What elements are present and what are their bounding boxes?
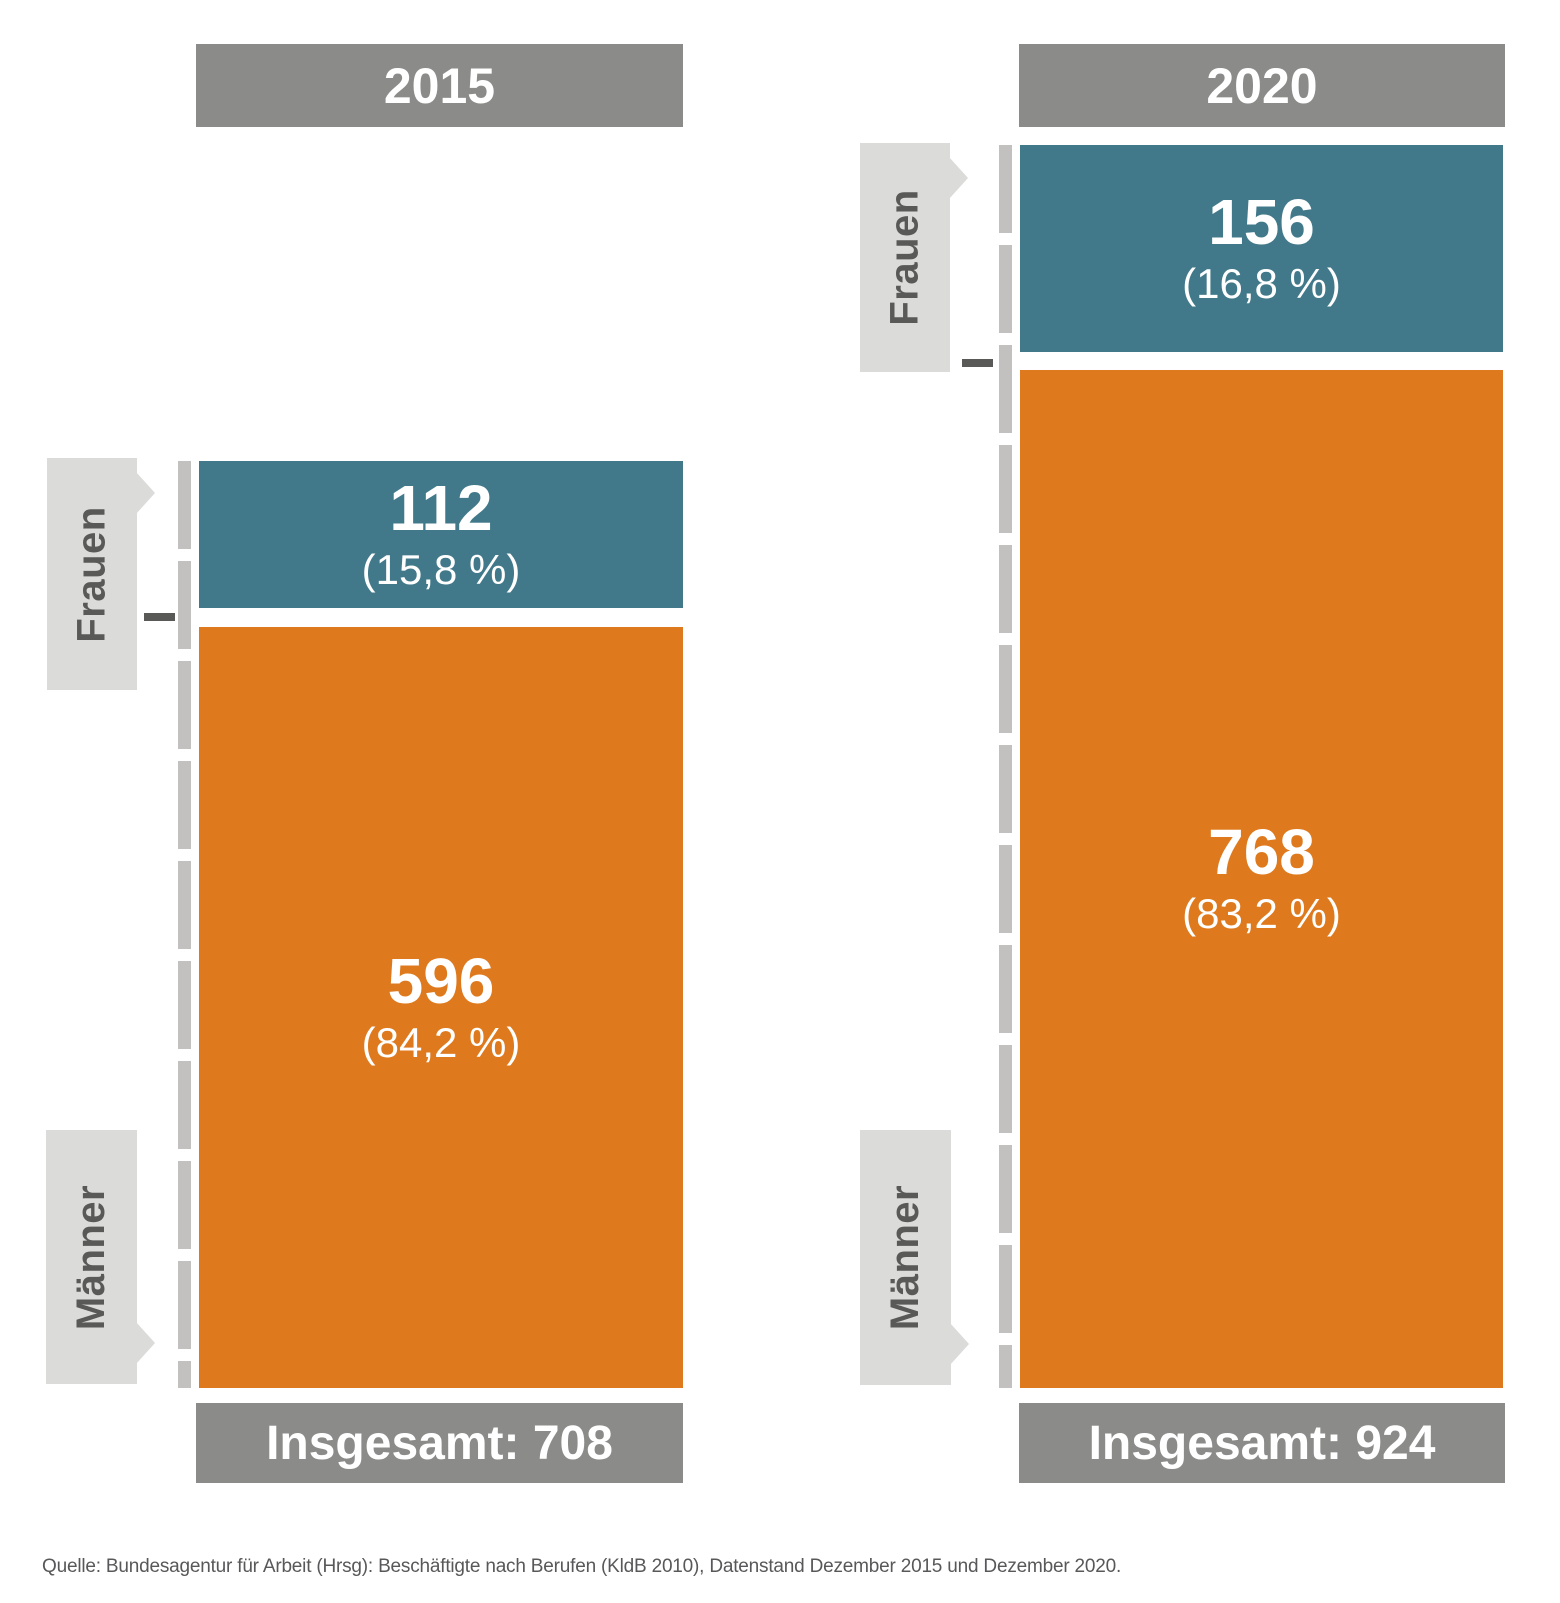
chart-2020-bar-segment-frauen: 156 (16,8 %) [1020, 145, 1503, 352]
chart-2015-maenner-percent: (84,2 %) [361, 1018, 521, 1066]
chart-2020-frauen-callout: Frauen [860, 143, 968, 372]
chart-2020-year-label: 2020 [1206, 57, 1318, 114]
chart-2015-total-label: Insgesamt: 708 [266, 1416, 613, 1470]
chart-2020-frauen-callout-label: Frauen [882, 189, 927, 326]
chart-2015-total-footer: Insgesamt: 708 [196, 1403, 683, 1483]
chart-2020-maenner-callout-label: Männer [883, 1184, 927, 1331]
chart-2015-frauen-callout-label: Frauen [69, 505, 114, 643]
chart-2020-frauen-percent: (16,8 %) [1182, 259, 1341, 307]
chart-2020-maenner-callout: Männer [860, 1130, 969, 1385]
chart-2015-year-label: 2015 [383, 57, 496, 114]
chart-2015-bar-segment-maenner: 596 (84,2 %) [199, 627, 683, 1388]
chart-2020-frauen-callout-arrow-icon [949, 157, 968, 199]
chart-2015-frauen-percent: (15,8 %) [361, 545, 521, 593]
chart-2015-maenner-callout-arrow-icon [136, 1322, 155, 1364]
chart-2015-frauen-callout-arrow-icon [136, 472, 155, 514]
chart-2020-dashed-axis [999, 145, 1012, 1388]
chart-2015-bar-segment-frauen: 112 (15,8 %) [199, 461, 683, 608]
chart-2020-bar-segment-maenner: 768 (83,2 %) [1020, 370, 1503, 1388]
chart-2015-year-header: 2015 [196, 44, 683, 127]
chart-2020-maenner-percent: (83,2 %) [1182, 890, 1341, 938]
source-citation: Quelle: Bundesagentur für Arbeit (Hrsg):… [42, 1556, 1122, 1577]
chart-2015-maenner-callout: Männer [46, 1130, 155, 1384]
chart-2015-maenner-value: 596 [387, 944, 495, 1017]
chart-2020-year-header: 2020 [1019, 44, 1505, 127]
chart-2020-frauen-value: 156 [1208, 185, 1315, 258]
chart-2015-dashed-axis [178, 461, 191, 1388]
chart-2020-total-footer: Insgesamt: 924 [1019, 1403, 1505, 1483]
chart-2015-maenner-callout-label: Männer [69, 1184, 113, 1330]
chart-2020-maenner-value: 768 [1208, 816, 1315, 889]
chart-2015-frauen-value: 112 [389, 471, 493, 544]
chart-2020-maenner-callout-arrow-icon [950, 1323, 969, 1365]
chart-2015-frauen-callout: Frauen [47, 458, 155, 690]
chart-2015-segment-boundary-tick [144, 613, 175, 621]
chart-2020-segment-boundary-tick [962, 359, 993, 367]
chart-2020-total-label: Insgesamt: 924 [1088, 1416, 1436, 1470]
